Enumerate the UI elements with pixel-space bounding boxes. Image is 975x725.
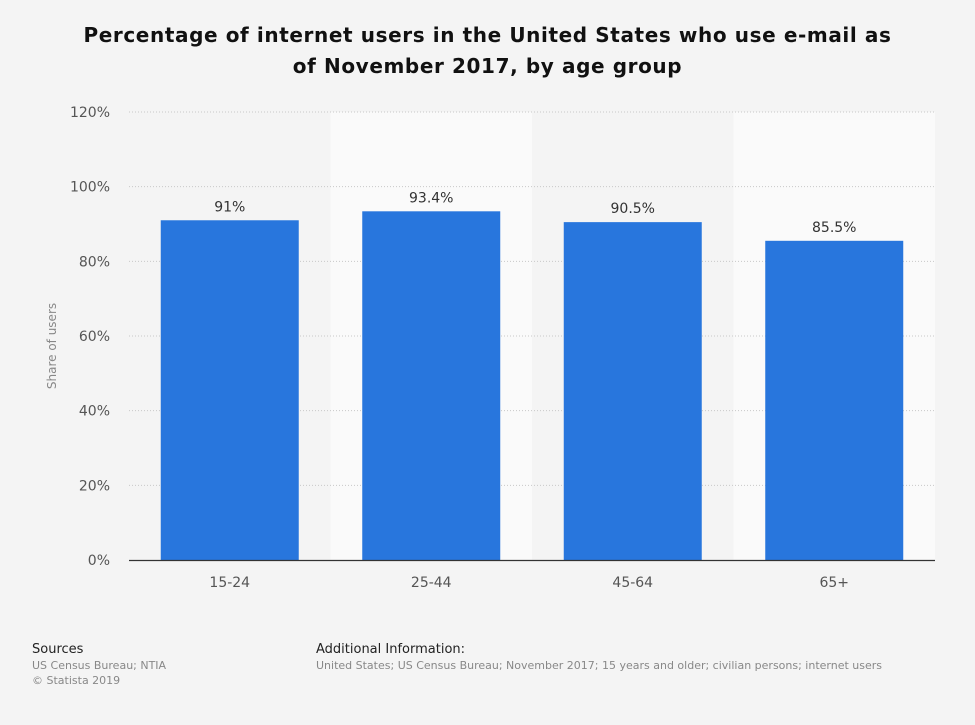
additional-info-heading: Additional Information:: [316, 642, 466, 657]
bar: [765, 240, 904, 561]
y-tick-label: 60%: [79, 329, 110, 345]
y-tick-label: 120%: [70, 105, 110, 121]
bar: [362, 211, 501, 560]
y-tick-label: 0%: [88, 553, 110, 569]
data-label: 91%: [214, 199, 245, 215]
y-tick-label: 40%: [79, 404, 110, 420]
data-label: 85.5%: [812, 220, 856, 236]
sources-line-2: © Statista 2019: [32, 674, 121, 687]
y-axis-title: Share of users: [45, 303, 59, 389]
x-tick-label: 15-24: [209, 575, 250, 591]
y-tick-label: 20%: [79, 478, 110, 494]
bar: [160, 220, 299, 560]
sources-line-1: US Census Bureau; NTIA: [32, 659, 167, 672]
y-tick-label: 80%: [79, 254, 110, 270]
x-tick-label: 45-64: [612, 575, 653, 591]
bar: [563, 222, 702, 560]
additional-info-block: Additional Information: United States; U…: [316, 642, 882, 673]
sources-block: Sources US Census Bureau; NTIA © Statist…: [32, 642, 166, 688]
chart-title-line-1: Percentage of internet users in the Unit…: [83, 23, 892, 47]
y-tick-label: 100%: [70, 180, 110, 196]
x-tick-label: 65+: [819, 575, 849, 591]
data-label: 93.4%: [409, 190, 453, 206]
x-tick-label: 25-44: [411, 575, 452, 591]
additional-info-text: United States; US Census Bureau; Novembe…: [316, 659, 883, 672]
chart-title: Percentage of internet users in the Unit…: [60, 20, 915, 82]
data-label: 90.5%: [611, 201, 655, 217]
sources-heading: Sources: [32, 642, 84, 657]
chart-title-line-2: of November 2017, by age group: [292, 54, 683, 78]
